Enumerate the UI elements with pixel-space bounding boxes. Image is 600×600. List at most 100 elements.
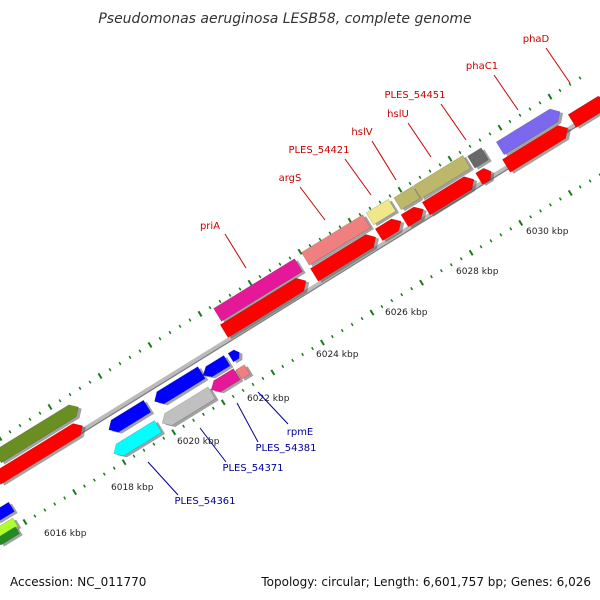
tick-mark [497,124,503,131]
tick-mark [288,256,292,260]
feature-blue-gene [0,501,18,524]
gene-label-hslV: hslV [351,127,397,181]
scale-label: 6022 kbp [247,394,290,404]
gene-label-text: PLES_54381 [255,443,316,454]
tick-mark [188,318,192,322]
gene-priA [213,258,306,323]
tick-mark [528,107,532,111]
tick-mark [378,200,382,204]
gene-phaD [567,96,600,129]
tick-mark [438,163,442,167]
gene-label-text: PLES_54371 [222,463,283,474]
tick-mark [28,417,32,422]
tick-mark [33,514,37,518]
gene-label-PLES_54361: PLES_54361 [147,461,236,507]
tick-mark [479,245,483,249]
gene-label-PLES_54371: PLES_54371 [199,427,284,474]
tick-mark [350,322,354,327]
tick-mark [458,150,462,155]
gene-label-text: hslU [387,109,409,120]
tick-mark [578,185,582,189]
tick-mark [128,355,132,359]
gene-label-PLES_54451: PLES_54451 [384,90,467,141]
scale-label: 6028 kbp [456,267,499,277]
tick-mark [328,231,332,235]
gene-label-text: phaD [523,34,550,45]
tick-rows [0,76,600,526]
tick-mark [168,330,172,335]
tick-mark [121,459,127,466]
tick-mark [311,346,314,351]
tick-mark [132,454,136,458]
tick-mark [158,337,162,341]
gene-label-phaD: phaD [523,34,571,84]
tick-mark [22,518,28,526]
tick-mark [578,76,582,80]
tick-mark [380,304,384,309]
tick-mark [43,508,47,512]
tick-mark [338,225,342,229]
tick-mark [47,403,53,411]
tick-mark [8,430,12,434]
tick-mark [270,369,276,376]
tick-mark [428,169,432,173]
tick-mark [88,380,92,384]
tick-mark [340,328,344,333]
feature-green-gene [0,526,23,547]
gene-PLES_54381 [210,368,244,394]
tick-mark [308,243,312,248]
gene-label-argS: argS [279,173,326,221]
tick-mark [142,448,146,452]
tick-mark [518,113,522,117]
gene-rpmE [235,364,254,381]
feature-reverse-blue-3 [202,355,234,379]
scale-label: 6026 kbp [385,308,428,318]
cds-phaC1 [502,125,571,174]
tick-mark [547,93,553,100]
cds-priA [219,277,310,340]
tick-mark [598,173,600,177]
tick-mark [489,239,493,243]
tick-mark [568,82,572,86]
gene-label-text: hslV [351,127,372,138]
tick-mark [72,489,77,496]
tick-mark [369,309,375,316]
cds-argS [310,234,379,283]
gene-PLES_54371 [161,386,219,427]
tick-mark [241,388,245,393]
tick-mark [509,227,513,231]
tick-mark [182,424,186,428]
tick-mark [192,418,195,422]
tick-mark [360,316,364,321]
tick-mark [508,119,512,124]
tick-mark [330,334,334,339]
tick-mark [588,179,592,183]
cds-PLES_54421 [374,218,405,243]
feature-reverse-blue-1 [108,399,155,434]
tick-mark [529,215,533,219]
tick-mark [208,305,212,310]
cds-left [0,423,86,486]
feature-olive-gene [0,404,82,465]
feature-reverse-blue-2 [154,366,209,406]
tick-mark [251,382,255,387]
tick-mark [410,287,414,291]
cds-hslU [421,176,478,217]
tick-mark [297,248,303,255]
tick-mark [83,484,86,488]
scale-label: 6030 kbp [526,227,569,237]
tick-mark [211,406,215,410]
tick-mark [108,368,112,372]
tick-mark [118,361,122,366]
gene-hslU [413,155,474,201]
tick-mark [549,203,552,207]
gene-label-PLES_54381: PLES_54381 [236,402,317,454]
gene-label-text: rpmE [287,427,314,438]
gene-label-priA: priA [200,221,247,269]
tick-mark [261,376,265,381]
tick-mark [430,275,433,279]
tick-mark [558,197,562,201]
tick-mark [171,429,177,436]
tick-mark [78,386,82,391]
